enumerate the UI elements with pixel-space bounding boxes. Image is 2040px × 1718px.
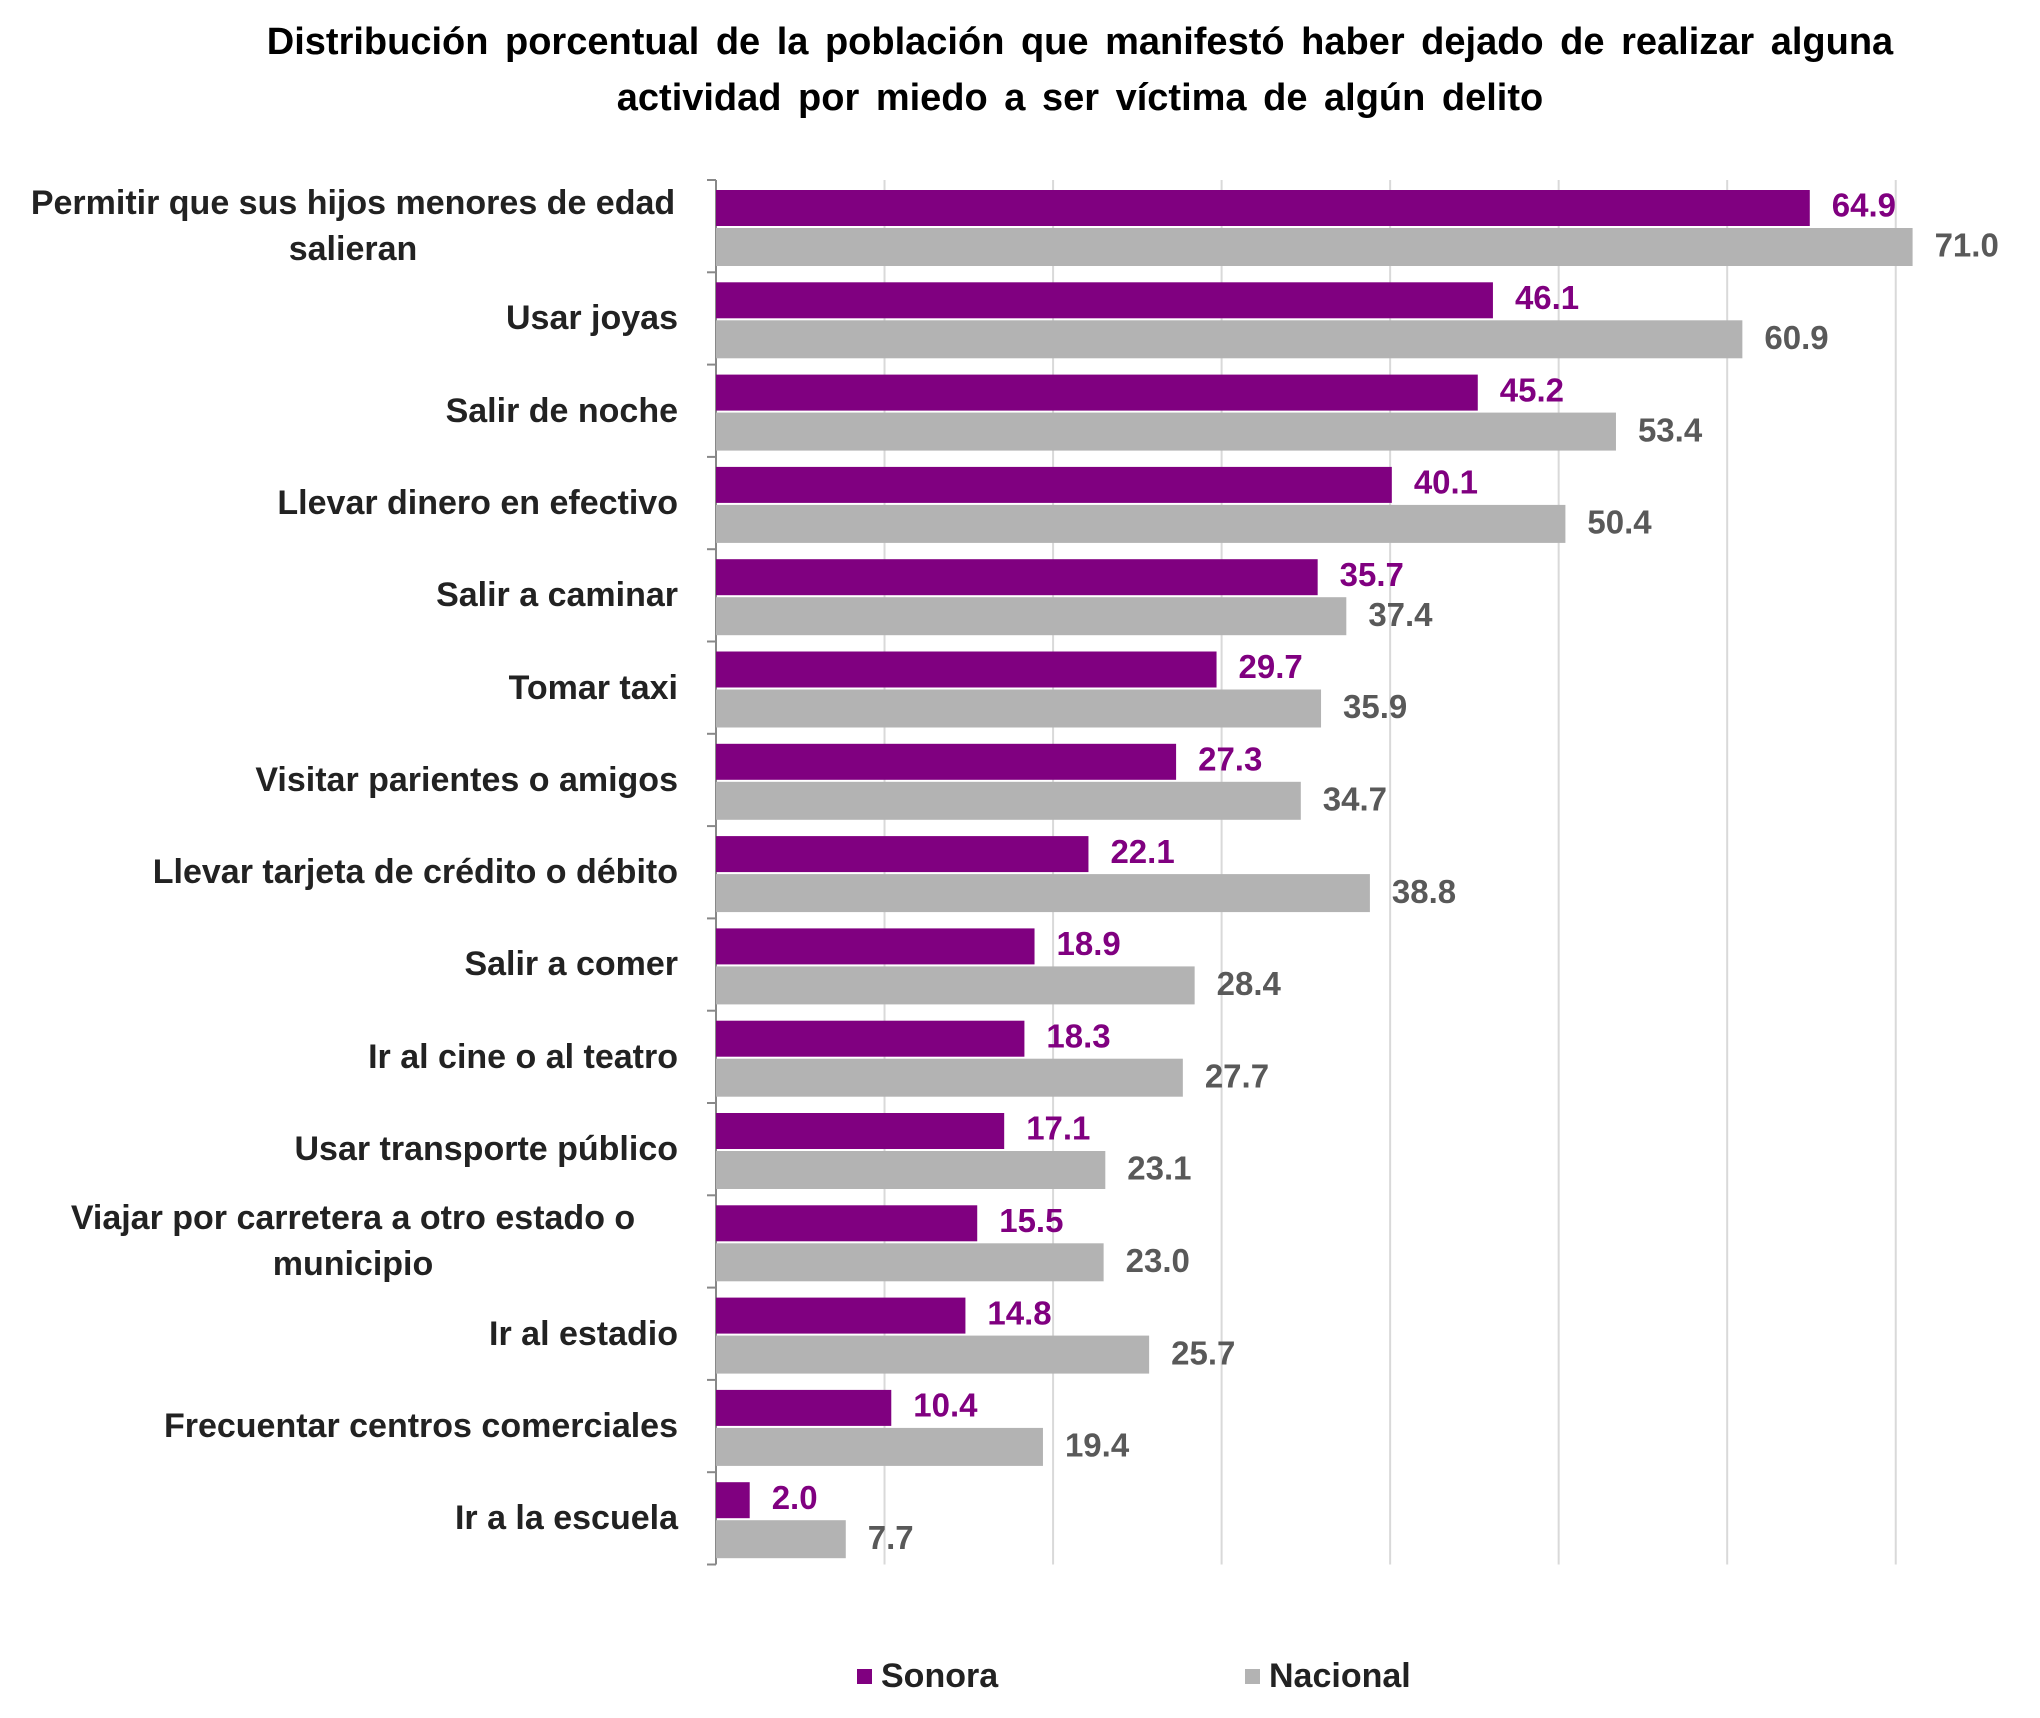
value-label: 50.4 [1587,504,1652,541]
bar [716,228,1913,266]
bar [716,504,1566,543]
category-label: Tomar taxi [508,668,678,707]
bar [716,1058,1183,1097]
bar [716,966,1195,1005]
value-label: 34.7 [1323,781,1387,818]
value-label: 45.2 [1500,371,1564,408]
bar [716,651,1217,688]
bar [716,1482,750,1519]
category-label: Visitar parientes o amigos [255,760,678,799]
bar [716,1389,892,1426]
bar [716,836,1089,873]
value-label: 46.1 [1515,279,1579,316]
value-label: 23.0 [1126,1242,1190,1279]
value-label: 15.5 [999,1202,1063,1239]
bar [716,559,1318,596]
chart-title: Distribución porcentual de la población … [266,21,1894,119]
category-label: Ir al cine o al teatro [368,1037,678,1076]
legend-label: Nacional [1269,1657,1411,1695]
bar [716,466,1392,503]
category-label: Usar joyas [506,299,678,338]
value-label: 22.1 [1110,833,1174,870]
bar [716,1335,1150,1374]
value-label: 35.9 [1343,688,1407,725]
category-label: Permitir que sus hijos menores de edad s… [30,184,676,268]
category-label: Ir a la escuela [454,1499,678,1538]
bar [716,412,1616,451]
category-label: Llevar tarjeta de crédito o débito [152,853,678,892]
value-label: 60.9 [1764,319,1828,356]
category-label: Salir de noche [445,391,678,430]
value-label: 35.7 [1340,556,1404,593]
bar [716,743,1177,780]
value-label: 28.4 [1217,965,1282,1002]
category-label: Viajar por carretera a otro estado o mun… [70,1199,636,1284]
category-label: Llevar dinero en efectivo [277,483,678,522]
value-label: 27.3 [1198,741,1262,778]
bar [716,320,1743,359]
value-label: 17.1 [1026,1110,1090,1147]
value-label: 18.9 [1057,925,1121,962]
bar [716,1151,1106,1189]
legend-swatch [857,1669,872,1684]
bar [716,190,1810,226]
bar [716,1243,1104,1282]
value-label: 10.4 [913,1387,978,1424]
category-label: Salir a caminar [436,576,678,615]
value-label: 7.7 [868,1519,914,1556]
bar [716,1427,1043,1466]
value-label: 40.1 [1414,464,1478,501]
bar [716,874,1370,913]
bar [716,1113,1005,1149]
value-label: 38.8 [1392,873,1456,910]
bar [716,1205,978,1242]
value-label: 25.7 [1171,1334,1235,1371]
value-label: 18.3 [1046,1017,1110,1054]
bar [716,374,1478,411]
category-label: Salir a comer [464,945,678,984]
bar [716,689,1322,728]
value-label: 14.8 [987,1294,1051,1331]
bar [716,1520,846,1559]
legend-swatch [1245,1669,1260,1684]
value-label: 71.0 [1935,227,1999,264]
category-label: Ir al estadio [489,1314,678,1353]
bar [716,781,1301,820]
value-label: 29.7 [1239,648,1303,685]
bar [716,597,1347,636]
legend-label: Sonora [881,1657,999,1695]
category-label: Usar transporte público [294,1130,678,1168]
value-label: 53.4 [1638,411,1703,448]
value-label: 23.1 [1127,1150,1191,1187]
value-label: 37.4 [1368,596,1433,633]
category-label: Frecuentar centros comerciales [163,1406,678,1445]
bar [716,282,1493,319]
value-label: 19.4 [1065,1427,1130,1464]
bar [716,1020,1025,1057]
value-label: 2.0 [772,1479,818,1516]
bar [716,928,1035,965]
value-label: 64.9 [1832,187,1896,224]
bar [716,1297,966,1334]
value-label: 27.7 [1205,1057,1269,1094]
